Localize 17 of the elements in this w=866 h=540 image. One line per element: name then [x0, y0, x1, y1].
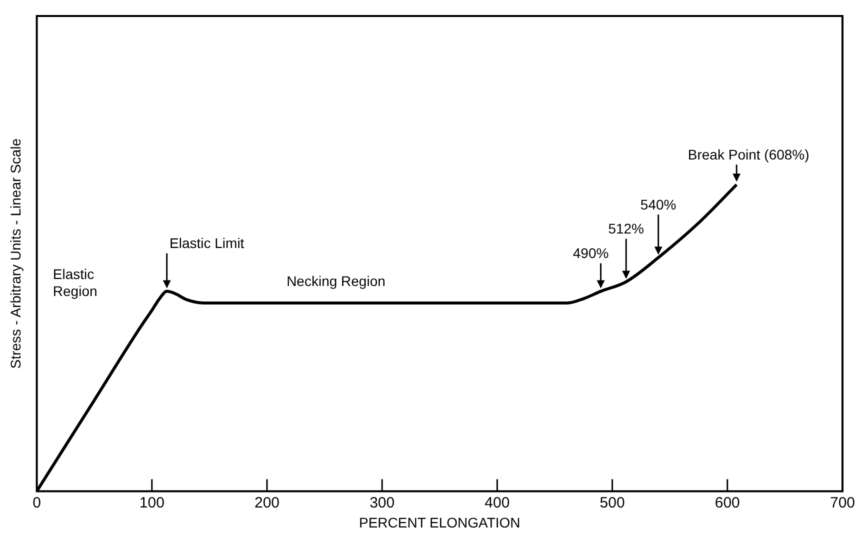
- x-tick-label: 700: [830, 494, 855, 512]
- annotation: 540%: [640, 196, 676, 212]
- annotation: Break Point (608%): [688, 146, 810, 162]
- y-axis-title: Stress - Arbitrary Units - Linear Scale: [7, 138, 24, 369]
- annotation: Necking Region: [286, 273, 386, 290]
- x-tick-label: 100: [139, 494, 164, 512]
- annotation: Elastic Limit: [170, 235, 244, 252]
- annotation: 512%: [608, 220, 644, 237]
- x-tick-label: 400: [484, 494, 510, 512]
- x-tick-label: 200: [254, 494, 280, 512]
- x-axis-title: PERCENT ELONGATION: [358, 514, 520, 530]
- x-tick-label: 600: [714, 494, 740, 512]
- x-tick-label: 500: [600, 494, 625, 512]
- x-tick-label: 0: [32, 494, 41, 512]
- annotation: 490%: [572, 245, 609, 262]
- x-tick-label: 300: [370, 494, 395, 512]
- annotation: Elastic Region: [52, 266, 98, 299]
